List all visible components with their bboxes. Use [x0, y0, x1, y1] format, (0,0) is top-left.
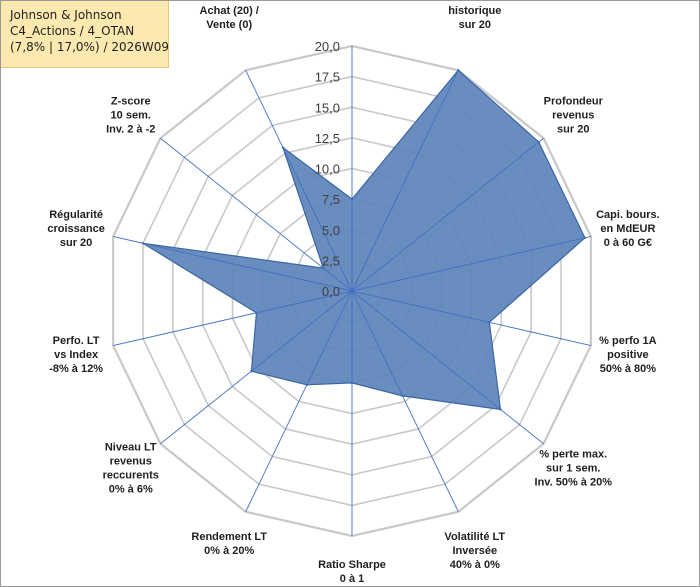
axis-label-line: Z-score [111, 96, 151, 108]
axis-label-line: 50% à 80% [600, 363, 656, 375]
axis-label: NoteESG sur 20 [323, 0, 382, 3]
radar-axes [113, 46, 591, 536]
tick-label: 12,5 [315, 131, 340, 146]
company-name: Johnson & Johnson [10, 8, 122, 22]
axis-spoke [245, 70, 353, 292]
radar-axis-labels: NoteESG sur 20 Profondeur historique sur 20… [47, 0, 659, 585]
axis-label: Z-score 10 sem. Inv. 2 à -2 [106, 96, 155, 136]
axis-label-line: Inversée [452, 545, 497, 557]
axis-spoke [351, 290, 544, 445]
axis-label-line: en MdEUR [600, 223, 655, 235]
tick-label: 10,0 [315, 162, 340, 177]
axis-label-line: historique [448, 5, 501, 17]
axis-label-line: Achat (20) / [200, 5, 259, 17]
axis-spoke [351, 137, 544, 292]
performance-week: (7,8% | 17,0%) / 2026W09 [10, 40, 169, 54]
axis-label-line: 10 sem. [111, 110, 151, 122]
axis-label-line: Perfo. LT [53, 335, 100, 347]
axis-label: Rendement LT 0% à 20% [191, 531, 267, 557]
axis-label-line: sur 20 [459, 19, 491, 31]
axis-label-line: revenus [110, 455, 152, 467]
axis-label-line: sur 20 [60, 237, 92, 249]
axis-label-line: vs Index [54, 349, 99, 361]
axis-label: % perte max. sur 1 sem. Inv. 50% à 20% [535, 448, 613, 488]
axis-spoke [113, 290, 353, 346]
tick-label: 15,0 [315, 100, 340, 115]
tick-label: 0,0 [322, 284, 340, 299]
axis-label-line: Capi. bours. [596, 209, 660, 221]
axis-spoke [160, 290, 353, 445]
axis-label: Capi. bours. en MdEUR 0 à 60 G€ [596, 209, 660, 249]
axis-label-line: 40% à 0% [450, 559, 500, 571]
axis-spoke [245, 290, 353, 512]
axis-label-line: % perte max. [539, 448, 607, 460]
tick-label: 17,5 [315, 70, 340, 85]
axis-label-line: Rendement LT [191, 531, 267, 543]
axis-label: Perfo. LT vs Index -8% à 12% [49, 335, 103, 375]
axis-label-line: 0% à 20% [204, 545, 254, 557]
axis-spoke [351, 70, 459, 292]
axis-label: Volatilité LT Inversée 40% à 0% [444, 531, 505, 571]
axis-label-line: positive [607, 349, 649, 361]
tick-label: 7,5 [322, 192, 340, 207]
tick-label: 20,0 [315, 39, 340, 54]
axis-label-line: croissance [47, 223, 104, 235]
axis-label-line: Profondeur [544, 96, 604, 108]
axis-label-line: -8% à 12% [49, 363, 103, 375]
axis-label: % perfo 1A positive 50% à 80% [599, 335, 657, 375]
radar-tick-labels: 0,0 2,5 5,0 7,5 10,0 12,5 15,0 17,5 20,0 [315, 39, 340, 299]
axis-label-line: Inv. 2 à -2 [106, 124, 155, 136]
axis-label-line: Profondeur [445, 0, 505, 3]
axis-label: Niveau LT revenus reccurents 0% à 6% [103, 441, 159, 495]
axis-label-line: Régularité [49, 209, 103, 221]
axis-label: Ratio Sharpe 0 à 1 [318, 559, 386, 585]
axis-spoke [351, 290, 591, 346]
axis-label-line: 0 à 1 [340, 573, 364, 585]
axis-label-line: Vente (0) [206, 19, 252, 31]
chart-title-box: Johnson & Johnson C4_Actions / 4_OTAN (7… [1, 1, 169, 68]
axis-label-line: Momentum [200, 0, 259, 3]
axis-label-line: reccurents [103, 469, 159, 481]
axis-label-line: ESG sur 20 [323, 0, 382, 3]
axis-spoke [160, 137, 353, 292]
axis-label: Profondeur historique sur 20 [445, 0, 505, 31]
axis-spoke [113, 236, 353, 292]
axis-label-line: 0% à 6% [109, 483, 153, 495]
axis-label: Momentum Achat (20) / Vente (0) [200, 0, 259, 31]
axis-label: Profondeur revenus sur 20 [544, 96, 604, 136]
axis-label-line: sur 20 [557, 124, 589, 136]
tick-label: 5,0 [322, 223, 340, 238]
axis-label-line: Niveau LT [105, 441, 157, 453]
axis-label-line: % perfo 1A [599, 335, 657, 347]
axis-spoke [351, 290, 459, 512]
axis-label: Régularité croissance sur 20 [47, 209, 104, 249]
axis-label-line: 0 à 60 G€ [604, 237, 652, 249]
axis-label-line: sur 1 sem. [546, 462, 600, 474]
axis-label-line: revenus [552, 110, 594, 122]
axis-label-line: Inv. 50% à 20% [535, 476, 613, 488]
axis-label-line: Ratio Sharpe [318, 559, 386, 571]
portfolio-path: C4_Actions / 4_OTAN [10, 24, 135, 38]
axis-label-line: Volatilité LT [444, 531, 505, 543]
tick-label: 2,5 [322, 253, 340, 268]
axis-spoke [351, 236, 591, 292]
